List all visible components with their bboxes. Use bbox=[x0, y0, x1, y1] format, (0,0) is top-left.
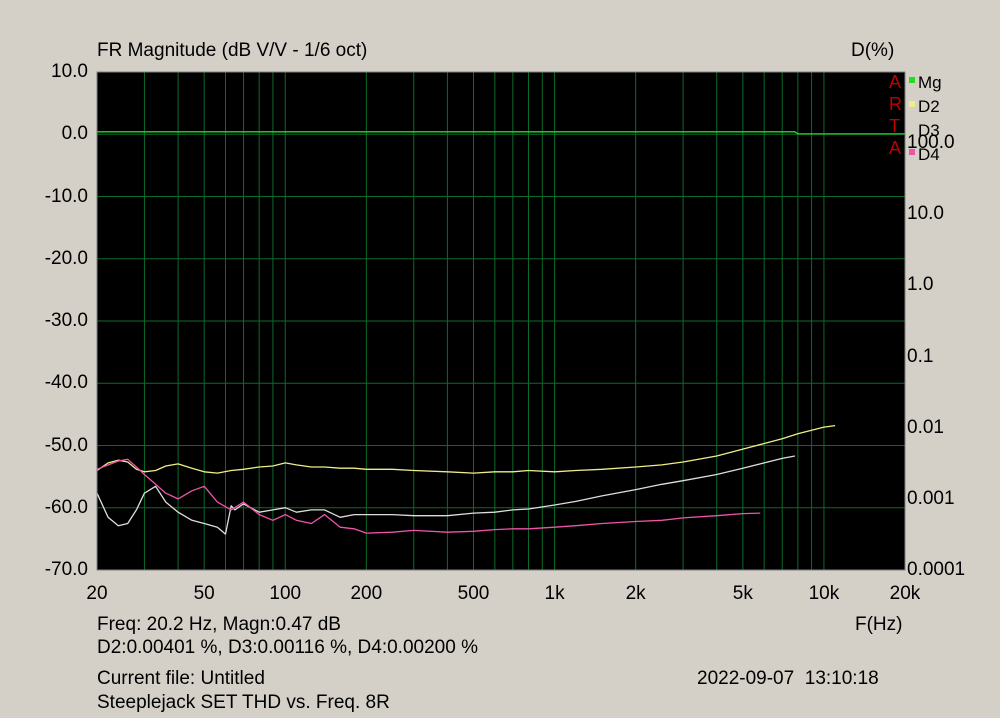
x-tick-label: 20 bbox=[86, 583, 108, 604]
chart-title: FR Magnitude (dB V/V - 1/6 oct) bbox=[97, 40, 368, 61]
y-tick-label: -30.0 bbox=[44, 310, 88, 331]
distortion-readout: D2:0.00401 %, D3:0.00116 %, D4:0.00200 % bbox=[97, 637, 478, 658]
x-tick-label: 200 bbox=[350, 583, 383, 604]
y-tick-label: -10.0 bbox=[44, 185, 88, 207]
y2-tick-label: 0.001 bbox=[907, 487, 955, 509]
plot-frame bbox=[96, 71, 906, 571]
watermark-letter: R bbox=[889, 94, 902, 114]
y2-tick-label: 10.0 bbox=[907, 203, 944, 225]
y-tick-label: -40.0 bbox=[44, 372, 88, 394]
y2-tick-label: 1.0 bbox=[907, 274, 934, 296]
legend-label: D4 bbox=[918, 145, 940, 164]
legend-swatch bbox=[909, 125, 915, 131]
series-line-mg bbox=[97, 131, 905, 135]
x-tick-label: 10k bbox=[808, 583, 840, 604]
series-line-d2 bbox=[96, 424, 836, 474]
watermark-letter: A bbox=[889, 138, 902, 158]
legend-swatch bbox=[909, 149, 915, 155]
legend-label: D3 bbox=[918, 121, 940, 140]
x-axis-unit: F(Hz) bbox=[855, 614, 903, 635]
series-lines bbox=[96, 131, 905, 535]
y-tick-label: -70.0 bbox=[44, 559, 88, 580]
watermark-letter: T bbox=[889, 116, 900, 136]
y-tick-label: 0.0 bbox=[61, 123, 88, 145]
x-tick-label: 2k bbox=[625, 583, 646, 604]
right-axis-title: D(%) bbox=[851, 40, 895, 61]
series-line-d3 bbox=[96, 455, 796, 535]
y2-tick-label: 0.0001 bbox=[907, 559, 966, 580]
y2-tick-label: 100.0 bbox=[907, 132, 955, 154]
legend-item-mg: Mg bbox=[909, 73, 942, 93]
y-tick-label: -60.0 bbox=[44, 496, 88, 518]
legend-item-d4: D4 bbox=[909, 145, 940, 165]
y2-tick-label: 0.1 bbox=[907, 345, 934, 367]
measurement-description: Steeplejack SET THD vs. Freq. 8R bbox=[97, 692, 390, 713]
y-tick-label: -50.0 bbox=[44, 434, 88, 456]
legend-item-d3: D3 bbox=[909, 121, 940, 141]
watermark-letter: A bbox=[889, 72, 902, 92]
y2-tick-label: 0.01 bbox=[907, 416, 944, 438]
y-tick-label: -20.0 bbox=[44, 247, 88, 269]
x-tick-label: 100 bbox=[269, 583, 302, 604]
x-tick-label: 5k bbox=[732, 583, 753, 604]
y-tick-label: 10.0 bbox=[51, 61, 88, 82]
x-tick-label: 500 bbox=[457, 583, 490, 604]
grid-lines bbox=[96, 71, 906, 571]
legend-label: D2 bbox=[918, 97, 940, 116]
legend-swatch bbox=[909, 101, 915, 107]
x-tick-label: 20k bbox=[889, 583, 921, 604]
datetime: 2022-09-07 13:10:18 bbox=[697, 668, 879, 689]
legend-label: Mg bbox=[918, 73, 942, 92]
cursor-readout: Freq: 20.2 Hz, Magn:0.47 dB bbox=[97, 614, 341, 635]
x-tick-label: 1k bbox=[544, 583, 565, 604]
current-file: Current file: Untitled bbox=[97, 668, 265, 689]
legend-item-d2: D2 bbox=[909, 97, 940, 117]
x-tick-label: 50 bbox=[193, 583, 215, 604]
series-line-d4 bbox=[96, 458, 761, 534]
legend-swatch bbox=[909, 77, 915, 83]
